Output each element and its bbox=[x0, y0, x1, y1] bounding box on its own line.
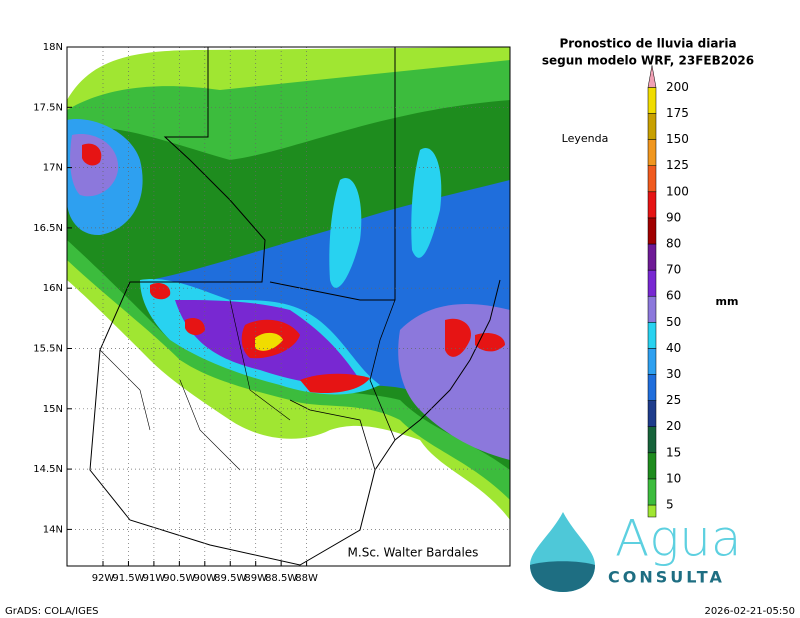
lon-tick-label: 89.5W bbox=[214, 573, 246, 584]
colorbar-label: 15 bbox=[666, 445, 681, 459]
colorbar-label: 40 bbox=[666, 341, 681, 355]
colorbar-swatch bbox=[647, 374, 657, 401]
legend-unit: mm bbox=[716, 295, 739, 308]
lat-tick-label: 15N bbox=[43, 404, 63, 415]
colorbar-label: 30 bbox=[666, 367, 681, 381]
lon-tick-label: 91.5W bbox=[112, 573, 144, 584]
colorbar-swatch bbox=[647, 217, 657, 245]
colorbar-swatch bbox=[647, 426, 657, 454]
lon-tick-label: 90.5W bbox=[163, 573, 195, 584]
logo-word: Agua bbox=[615, 510, 742, 568]
colorbar-swatch bbox=[647, 65, 657, 88]
lat-tick-label: 16.5N bbox=[33, 223, 63, 234]
colorbar-swatch bbox=[647, 113, 657, 140]
colorbar-swatch bbox=[647, 139, 657, 166]
lat-tick-label: 14N bbox=[43, 524, 63, 535]
colorbar-swatch bbox=[647, 191, 657, 219]
colorbar-label: 100 bbox=[666, 184, 689, 198]
colorbar-swatch bbox=[647, 348, 657, 375]
colorbar-label: 125 bbox=[666, 158, 689, 172]
title-line: Pronostico de lluvia diaria bbox=[559, 37, 736, 51]
colorbar-swatch bbox=[647, 478, 657, 506]
colorbar-label: 150 bbox=[666, 132, 689, 146]
colorbar-swatch bbox=[647, 452, 657, 480]
footer-right: 2026-02-21-05:50 bbox=[704, 606, 795, 617]
lon-tick-label: 92W bbox=[92, 573, 115, 584]
colorbar-label: 5 bbox=[666, 498, 674, 512]
colorbar-label: 80 bbox=[666, 237, 681, 251]
logo: Agua CONSULTA bbox=[530, 510, 742, 592]
colorbar-label: 70 bbox=[666, 263, 681, 277]
colorbar-label: 200 bbox=[666, 80, 689, 94]
lat-tick-label: 18N bbox=[43, 42, 63, 53]
colorbar-swatch bbox=[647, 295, 657, 323]
lat-tick-label: 15.5N bbox=[33, 344, 63, 355]
colorbar-label: 90 bbox=[666, 210, 681, 224]
colorbar-label: 25 bbox=[666, 393, 681, 407]
colorbar-swatch bbox=[647, 322, 657, 349]
lon-tick-label: 91W bbox=[143, 573, 166, 584]
colorbar-label: 175 bbox=[666, 106, 689, 120]
colorbar-swatch bbox=[647, 165, 657, 193]
lon-tick-label: 88.5W bbox=[265, 573, 297, 584]
rain-field bbox=[67, 47, 510, 520]
colorbar-swatch bbox=[647, 87, 657, 114]
credit: M.Sc. Walter Bardales bbox=[348, 546, 479, 560]
colorbar-label: 20 bbox=[666, 419, 681, 433]
logo-subword: CONSULTA bbox=[608, 568, 725, 587]
lat-tick-label: 17N bbox=[43, 163, 63, 174]
colorbar-swatch bbox=[647, 400, 657, 427]
lon-tick-label: 89W bbox=[244, 573, 267, 584]
legend-title: Leyenda bbox=[562, 132, 609, 145]
colorbar-label: 60 bbox=[666, 289, 681, 303]
lat-tick-label: 16N bbox=[43, 283, 63, 294]
lon-tick-label: 88W bbox=[295, 573, 318, 584]
colorbar-swatch bbox=[647, 243, 657, 271]
map-frame bbox=[66, 46, 511, 567]
lon-tick-label: 90W bbox=[193, 573, 216, 584]
colorbar-label: 10 bbox=[666, 471, 681, 485]
footer-left: GrADS: COLA/IGES bbox=[5, 606, 99, 617]
colorbar-swatch bbox=[647, 269, 657, 297]
borders bbox=[89, 47, 501, 566]
colorbar: 5 10 15 20 25 30 40 50 60 70 80 90 100 125 150 175 200 bbox=[647, 65, 689, 518]
title-line: segun modelo WRF, 23FEB2026 bbox=[542, 54, 754, 68]
lat-tick-label: 17.5N bbox=[33, 102, 63, 113]
lat-tick-label: 14.5N bbox=[33, 464, 63, 475]
colorbar-label: 50 bbox=[666, 315, 681, 329]
